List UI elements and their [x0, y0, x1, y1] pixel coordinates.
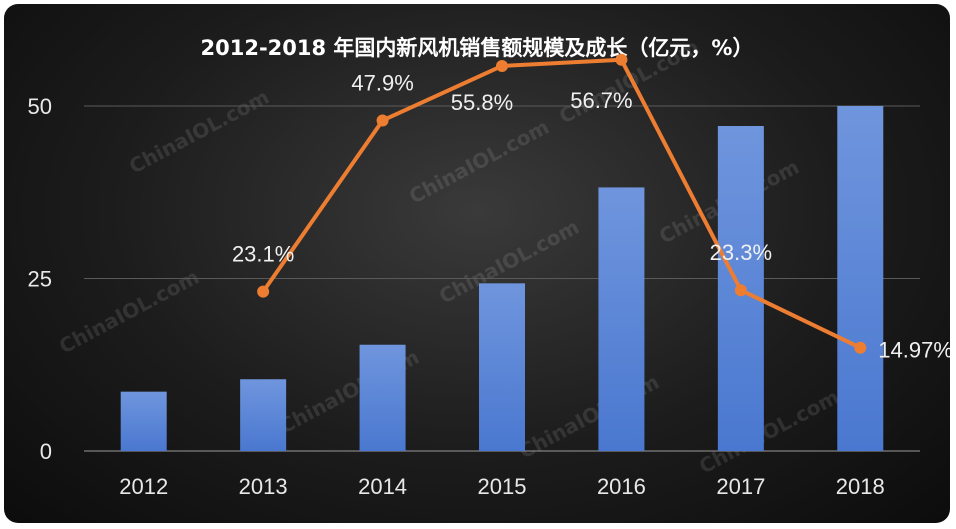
y-tick-label: 25	[28, 267, 52, 292]
x-tick-label: 2015	[478, 474, 527, 499]
growth-data-label: 47.9%	[351, 70, 413, 95]
x-tick-label: 2016	[597, 474, 646, 499]
y-tick-label: 50	[28, 94, 52, 119]
watermark: ChinaIOL.com	[555, 35, 703, 129]
growth-point	[615, 53, 628, 66]
growth-point	[496, 59, 508, 72]
chart-title: 2012-2018 年国内新风机销售额规模及成长（亿元，%）	[200, 36, 754, 60]
watermark: ChinaIOL.com	[125, 85, 273, 179]
x-tick-label: 2018	[836, 474, 885, 499]
watermark: ChinaIOL.com	[405, 115, 553, 209]
growth-point	[734, 284, 747, 297]
bar	[240, 379, 287, 451]
growth-point	[854, 341, 867, 354]
watermark: ChinaIOL.com	[695, 385, 843, 479]
x-tick-label: 2014	[358, 474, 407, 499]
x-tick-label: 2012	[119, 474, 168, 499]
growth-point	[376, 114, 389, 127]
bar	[479, 283, 525, 451]
growth-data-label: 55.8%	[451, 90, 513, 115]
x-tick-label: 2013	[239, 474, 288, 499]
chart-plot: ChinaIOL.com ChinaIOL.comChinaIOL.comChin…	[28, 35, 950, 499]
bar	[598, 187, 645, 452]
bar	[837, 106, 884, 451]
growth-data-label: 14.97%	[878, 338, 950, 363]
growth-point	[257, 285, 270, 298]
bar	[120, 391, 167, 451]
y-tick-label: 0	[40, 439, 52, 464]
bar	[359, 344, 406, 451]
chart-frame: 2012-2018 年国内新风机销售额规模及成长（亿元，%） ChinaIOL.…	[4, 4, 950, 523]
growth-data-label: 56.7%	[570, 88, 632, 113]
growth-data-label: 23.1%	[232, 242, 294, 267]
x-tick-label: 2017	[716, 474, 765, 499]
growth-data-label: 23.3%	[710, 240, 772, 265]
growth-line	[261, 57, 862, 350]
